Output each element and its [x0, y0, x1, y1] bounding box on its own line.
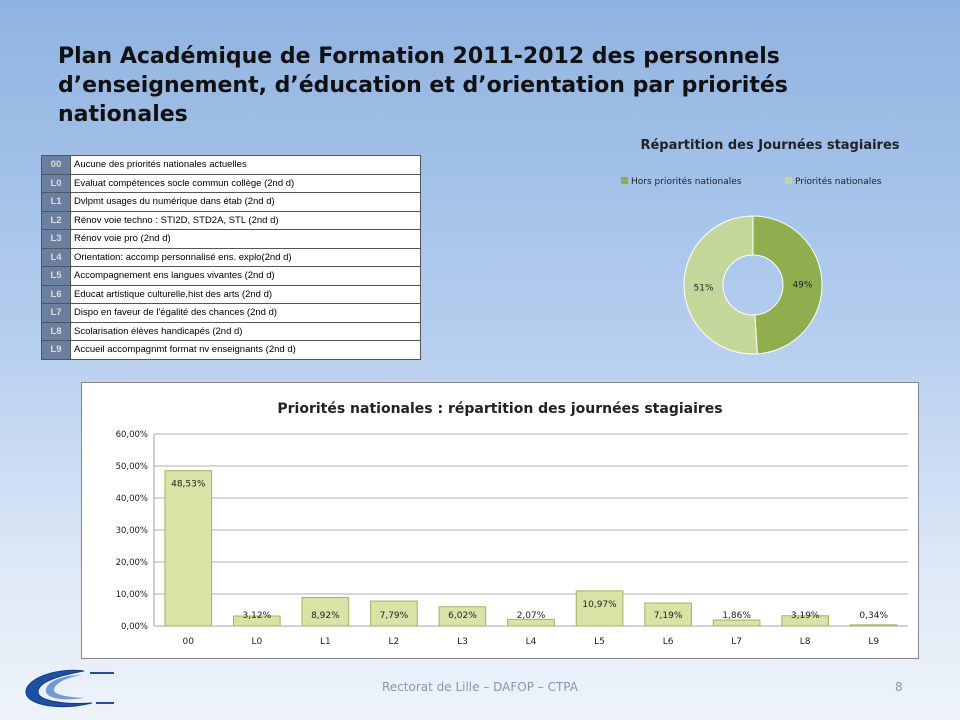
legend-label: Accompagnement ens langues vivantes (2nd… — [70, 266, 421, 286]
x-tick-label: 00 — [183, 637, 195, 647]
donut-chart-svg: Répartition des Journées stagiaires Hors … — [621, 138, 900, 355]
footer-text: Rectorat de Lille – DAFOP – CTPA — [382, 680, 578, 694]
donut-legend-swatch — [785, 177, 792, 184]
x-tick-label: L3 — [457, 637, 468, 647]
bar — [507, 618, 555, 627]
legend-row: L1 Dvlpmt usages du numérique dans étab (… — [41, 192, 421, 212]
bar-value-label: 3,12% — [243, 611, 272, 621]
bar — [438, 606, 487, 627]
bar-chart: Priorités nationales : répartition des j… — [81, 382, 919, 659]
donut-slice-label: 51% — [694, 284, 714, 294]
legend-code: L3 — [41, 229, 71, 249]
x-tick-label: L0 — [251, 637, 262, 647]
bar — [849, 624, 898, 627]
rectorat-logo — [22, 665, 117, 719]
y-tick-label: 50,00% — [116, 462, 148, 472]
donut-slice — [752, 215, 823, 355]
legend-label: Rénov voie pro (2nd d) — [70, 229, 421, 249]
legend-row: L4 Orientation: accomp personnalisé ens. … — [41, 247, 421, 267]
legend-code: L1 — [41, 192, 71, 212]
bar — [644, 602, 692, 627]
bar — [712, 619, 761, 627]
donut-title: Répartition des Journées stagiaires — [640, 138, 899, 153]
donut-chart: Répartition des Journées stagiaires Hors … — [605, 130, 935, 370]
x-tick-label: L4 — [526, 637, 537, 647]
x-tick-label: L2 — [389, 637, 400, 647]
legend-code: L0 — [41, 173, 71, 193]
legend-row: L8 Scolarisation élèves handicapés (2nd d… — [41, 321, 421, 341]
y-tick-label: 0,00% — [121, 622, 148, 632]
x-tick-label: L9 — [868, 637, 879, 647]
legend-label: Orientation: accomp personnalisé ens. ex… — [70, 247, 421, 267]
legend-row: L2 Rénov voie techno : STI2D, STD2A, STL … — [41, 210, 421, 230]
legend-code: L4 — [41, 247, 71, 267]
page-number: 8 — [895, 680, 903, 694]
bar-chart-svg: Priorités nationales : répartition des j… — [116, 401, 908, 647]
legend-code: L5 — [41, 266, 71, 286]
bar-value-label: 3,19% — [791, 611, 820, 621]
legend-label: Evaluat compétences socle commun collège… — [70, 173, 421, 193]
bar — [370, 600, 418, 627]
legend-code: L8 — [41, 321, 71, 341]
donut-legend-label: Hors priorités nationales — [631, 176, 742, 187]
y-tick-label: 30,00% — [116, 526, 148, 536]
bar-value-label: 6,02% — [448, 611, 477, 621]
legend-label: Rénov voie techno : STI2D, STD2A, STL (2… — [70, 210, 421, 230]
bar-value-label: 2,07% — [517, 611, 546, 621]
bar-value-label: 0,34% — [859, 611, 888, 621]
logo-swoosh-icon — [25, 669, 114, 708]
bar — [301, 596, 350, 627]
donut-slice — [683, 215, 758, 355]
bar — [781, 615, 829, 627]
legend-code: L2 — [41, 210, 71, 230]
legend-row: L9 Accueil accompagnmt format nv enseigna… — [41, 340, 421, 360]
bar-chart-title: Priorités nationales : répartition des j… — [277, 401, 722, 417]
legend-label: Aucune des priorités nationales actuelle… — [70, 155, 421, 175]
donut-legend-label: Priorités nationales — [795, 176, 882, 187]
legend-label: Dvlpmt usages du numérique dans étab (2n… — [70, 192, 421, 212]
legend-row: 00 Aucune des priorités nationales actuel… — [41, 155, 421, 175]
legend-label: Accueil accompagnmt format nv enseignant… — [70, 340, 421, 360]
bar-value-label: 7,19% — [654, 611, 683, 621]
legend-label: Dispo en faveur de l'égalité des chances… — [70, 303, 421, 323]
y-tick-label: 60,00% — [116, 430, 148, 440]
legend-row: L5 Accompagnement ens langues vivantes (2… — [41, 266, 421, 286]
bar — [164, 470, 213, 627]
x-tick-label: L1 — [320, 637, 331, 647]
legend-code: L6 — [41, 284, 71, 304]
bar-value-label: 1,86% — [722, 611, 751, 621]
bar-value-label: 10,97% — [582, 600, 617, 610]
legend-code: L9 — [41, 340, 71, 360]
y-tick-label: 20,00% — [116, 558, 148, 568]
y-tick-label: 10,00% — [116, 590, 148, 600]
y-tick-label: 40,00% — [116, 494, 148, 504]
donut-slice-label: 49% — [792, 280, 812, 290]
legend-row: L6 Educat artistique culturelle,hist des … — [41, 284, 421, 304]
bar — [233, 615, 281, 627]
bar-value-label: 7,79% — [380, 611, 409, 621]
x-tick-label: L7 — [731, 637, 742, 647]
slide-title: Plan Académique de Formation 2011-2012 d… — [58, 44, 788, 127]
x-tick-label: L6 — [663, 637, 674, 647]
legend-row: L3 Rénov voie pro (2nd d) — [41, 229, 421, 249]
bar — [575, 590, 624, 627]
bar-value-label: 48,53% — [171, 480, 206, 490]
legend-row: L7 Dispo en faveur de l'égalité des chanc… — [41, 303, 421, 323]
bar-value-label: 8,92% — [311, 611, 340, 621]
legend-code: 00 — [41, 155, 71, 175]
priority-legend-table: 00 Aucune des priorités nationales actuel… — [41, 155, 421, 360]
legend-label: Scolarisation élèves handicapés (2nd d) — [70, 321, 421, 341]
donut-legend-swatch — [621, 177, 628, 184]
x-tick-label: L5 — [594, 637, 605, 647]
legend-label: Educat artistique culturelle,hist des ar… — [70, 284, 421, 304]
legend-row: L0 Evaluat compétences socle commun collè… — [41, 173, 421, 193]
legend-code: L7 — [41, 303, 71, 323]
x-tick-label: L8 — [800, 637, 811, 647]
